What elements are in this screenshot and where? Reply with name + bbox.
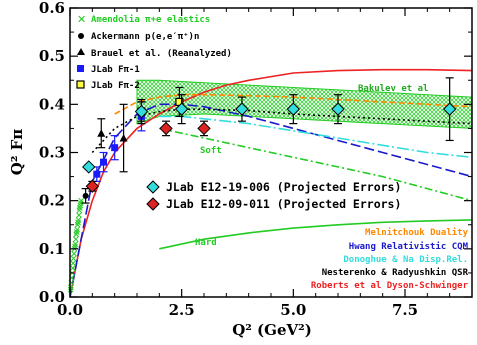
legend-top: ✕ Amendolia π+e elastics Ackermann p(e,e… [76,13,232,91]
curve-hard [159,219,472,250]
y-tick-label: 0.1 [39,240,65,258]
point-amendolia-e-elastics [72,236,79,243]
point-amendolia-e-elastics [75,217,82,223]
point-jlab-e12-19-006-projected-errors [442,102,457,116]
legend-label-fpi2: JLab Fπ-2 [91,81,140,91]
annotation-soft: Soft [200,146,222,156]
theory-curves [70,68,472,297]
y-tick-label: 0.6 [39,0,65,17]
curve-soft [159,127,472,202]
curve-legend: Melnitchouk Duality Hwang Relativistic C… [311,227,469,291]
legend-item-e12-19-006: JLab E12-19-006 (Projected Errors) [146,180,401,194]
red-diamond-marker-icon [146,197,160,211]
point-amendolia-e-elastics [78,197,85,204]
annotation-bakulev: Bakulev et al [358,84,428,94]
x-tick-label: 2.5 [169,301,195,319]
y-tick-label: 0.3 [39,144,65,162]
point-brauel-et-al-reanalyzed [97,129,106,137]
y-tick-label: 0.0 [39,288,65,306]
x-marker-icon: ✕ [77,13,86,26]
point-amendolia-e-elastics [72,241,79,247]
point-jlab-f-1 [111,144,119,152]
point-jlab-f-1 [100,158,107,166]
legend-label-ackermann: Ackermann p(e,e′π⁺)n [91,32,199,42]
legend-item-amendolia: ✕ Amendolia π+e elastics [77,13,210,26]
bakulev-band [136,79,472,129]
curve-label-donoghue: Donoghue & Na Disp.Rel. [343,254,468,265]
point-ackermann-p-e-e-n [82,192,89,199]
cyan-diamond-marker-icon [146,180,160,194]
triangle-marker-icon [77,48,85,55]
point-jlab-e12-09-011-projected-errors [197,121,211,136]
curve-label-hwang: Hwang Relativistic CQM [349,241,469,252]
legend-item-fpi2: JLab Fπ-2 [76,80,140,91]
point-jlab-e12-19-006-projected-errors [174,102,189,116]
curve-label-roberts: Roberts et al Dyson-Schwinger [311,280,469,291]
point-jlab-e12-19-006-projected-errors [235,102,249,116]
legend-item-brauel: Brauel et al. (Reanalyzed) [77,48,232,59]
x-tick-label: 7.5 [392,301,418,319]
legend-label-amendolia: Amendolia π+e elastics [91,14,210,25]
legend-label-e12-19-006: JLab E12-19-006 (Projected Errors) [166,180,401,194]
point-amendolia-e-elastics [76,212,82,218]
y-tick-label: 0.4 [39,95,65,113]
legend-item-fpi1: JLab Fπ-1 [77,65,140,75]
point-jlab-e12-09-011-projected-errors [159,121,173,136]
legend-label-brauel: Brauel et al. (Reanalyzed) [91,49,232,59]
circle-marker-icon [78,33,84,39]
point-jlab-e12-19-006-projected-errors [286,102,301,116]
curve-hwang-relativistic-cqm [70,103,472,297]
legend-item-ackermann: Ackermann p(e,e′π⁺)n [78,32,199,42]
legend-label-fpi1: JLab Fπ-1 [91,65,140,75]
point-jlab-e12-09-011-projected-errors [85,179,100,193]
annotation-hard: Hard [195,238,217,248]
yellow-square-marker-icon [76,80,85,89]
data-points [67,77,457,293]
band-bakulev-et-al [136,79,472,129]
point-amendolia-e-elastics [70,260,76,267]
axes: 0.0 2.5 5.0 7.5 0.0 0.1 0.2 0.3 0.4 0.5 0.6 [39,0,472,319]
legend-item-e12-09-011: JLab E12-09-011 (Projected Errors) [146,197,401,211]
point-amendolia-e-elastics [71,250,77,257]
curve-label-melnitchouk: Melnitchouk Duality [365,227,469,238]
x-tick-label: 0.0 [57,301,83,319]
point-amendolia-e-elastics [74,226,81,233]
y-tick-label: 0.2 [39,192,65,210]
x-axis-title: Q² (GeV²) [232,321,312,339]
legend-label-e12-09-011: JLab E12-09-011 (Projected Errors) [166,197,401,211]
point-amendolia-e-elastics [69,265,76,271]
legend-mid: JLab E12-19-006 (Projected Errors) JLab … [146,180,401,211]
square-marker-icon [77,65,84,72]
point-amendolia-e-elastics [68,284,74,291]
point-jlab-e12-19-006-projected-errors [134,104,149,119]
point-amendolia-e-elastics [70,255,77,262]
y-axis-title: Q² Fπ [8,129,26,176]
point-brauel-et-al-reanalyzed [119,134,128,142]
y-tick-label: 0.5 [39,47,65,65]
curve-label-nesterenko: Nesterenko & Radyushkin QSR [322,267,469,278]
curve-melnitchouk-duality [114,93,472,115]
point-jlab-e12-19-006-projected-errors [331,102,345,116]
point-jlab-f-1 [93,170,101,178]
x-tick-label: 5.0 [280,301,306,319]
point-jlab-e12-19-006-projected-errors [82,160,96,174]
curve-donoghue-na-disp-rel [159,115,472,159]
